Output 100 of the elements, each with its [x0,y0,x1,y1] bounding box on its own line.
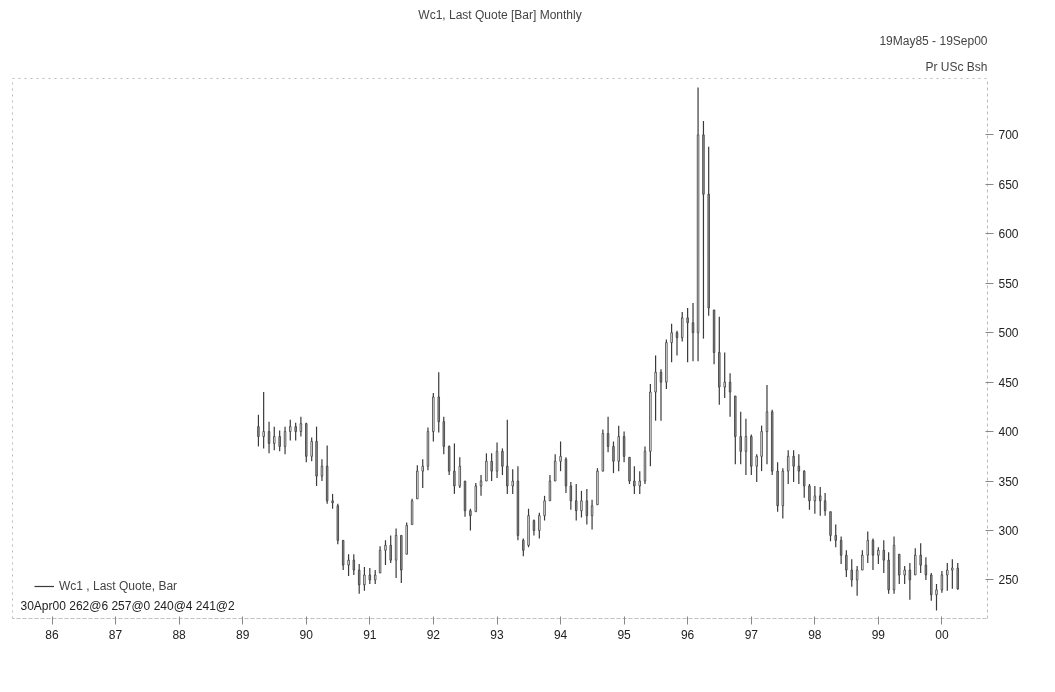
x-tick-label: 99 [871,627,886,642]
x-tick-label: 00 [935,627,949,642]
legend-label: Wc1 , Last Quote, Bar [59,579,178,593]
candlestick [490,452,493,482]
candlestick [813,485,817,515]
candlestick [956,562,959,591]
candlestick [792,449,795,483]
candlestick [675,330,679,357]
y-axis-title: Pr USc Bsh [925,59,988,74]
candlestick [358,563,361,595]
candlestick [585,488,589,526]
x-tick-label: 90 [299,627,314,642]
y-tick-label: 500 [998,326,1019,341]
candlestick [501,447,504,476]
x-tick-label: 89 [236,627,250,642]
candlestick [855,565,859,597]
candlestick [590,499,594,531]
annotation: 30Apr00 262@6 257@0 240@4 241@2 [20,598,236,613]
candlestick [315,426,318,487]
x-tick-label: 88 [172,627,187,642]
candlestick [543,495,546,522]
candlestick [819,486,822,517]
x-tick-label: 94 [553,627,568,642]
candlestick [823,492,827,517]
x-tick-label: 91 [363,627,377,642]
y-tick-label: 350 [998,474,1019,489]
candlestick [622,430,626,463]
candlestick [278,429,281,452]
candlestick [654,354,657,422]
candlestick [930,572,933,602]
candlestick [569,481,573,511]
candlestick [580,490,583,519]
candlestick [787,449,790,485]
candlestick [946,562,949,592]
x-tick-label: 98 [808,627,822,642]
candlestick [834,523,837,548]
candlestick [384,539,387,566]
candlestick [633,465,636,495]
candlestick [739,411,742,465]
y-tick-label: 300 [998,523,1019,538]
candlestick [908,562,912,601]
y-tick-label: 650 [998,177,1019,192]
y-tick-label: 700 [998,128,1019,143]
x-tick-label: 96 [680,627,695,642]
candlestick [458,456,461,489]
x-tick-label: 86 [45,627,60,642]
candlestick [538,512,541,539]
candlestick [681,311,684,343]
y-tick-label: 400 [998,425,1019,440]
candlestick [935,583,938,612]
candlestick [861,549,864,571]
candlestick [299,416,303,438]
candlestick [485,452,488,482]
candlestick [289,419,292,442]
candlestick [559,440,562,472]
chart-title: Wc1, Last Quote [Bar] Monthly [418,7,582,22]
candlestick [596,467,599,506]
candlestick [803,469,806,499]
candlestick [702,120,705,340]
candlestick [310,436,313,462]
candlestick [755,453,758,483]
candlestick [389,534,392,564]
candlestick [606,416,610,453]
candlestick [940,570,944,594]
x-tick-label: 93 [490,627,505,642]
x-tick-label: 95 [617,627,632,642]
chart-subtitle: 19May85 - 19Sep00 [879,33,988,48]
candlestick [378,545,382,574]
candlestick [951,558,954,590]
candlestick [829,511,832,542]
y-tick-label: 550 [998,276,1019,291]
candlestick [469,508,472,532]
candlestick [866,530,869,564]
candlestick [744,418,748,476]
candlestick [839,535,843,565]
candlestick [882,539,885,574]
candlestick [612,440,615,474]
candlestick [845,549,848,578]
candlestick [808,483,811,511]
candlestick [527,508,530,548]
candlestick [273,426,276,451]
candlestick [347,553,350,577]
candlestick [914,547,917,576]
x-tick-label: 92 [426,627,441,642]
candlestick [898,553,901,585]
candlestick [453,442,456,495]
candlestick [421,458,424,489]
candlestick [628,456,631,485]
x-tick-label: 87 [108,627,123,642]
y-tick-label: 250 [998,573,1019,588]
candlestick [797,453,801,485]
candlestick [262,391,265,449]
y-tick-label: 450 [998,375,1019,390]
candlestick [506,419,509,495]
candlestick [919,542,922,574]
candlestick [511,468,514,495]
y-tick-label: 600 [998,227,1019,242]
candlestick [924,556,928,581]
x-tick-label: 97 [744,627,759,642]
candlestick [363,566,366,592]
